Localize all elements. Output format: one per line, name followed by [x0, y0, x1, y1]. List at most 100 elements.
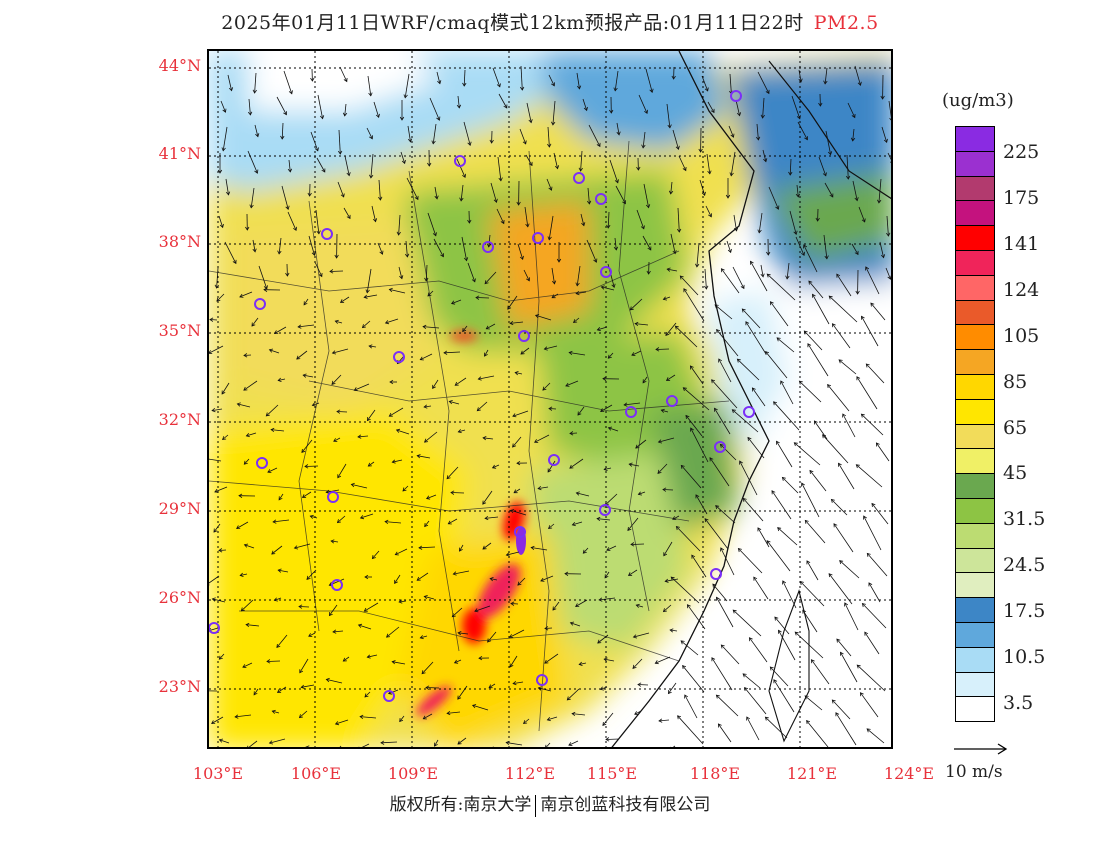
wind-arrow-head — [552, 606, 557, 611]
wind-arrow — [770, 301, 789, 327]
wind-arrow-head — [778, 629, 782, 634]
wind-arrow-head — [727, 248, 732, 254]
wind-arrow-head — [804, 519, 809, 524]
wind-arrow — [531, 547, 548, 551]
wind-arrow-head — [725, 194, 731, 199]
wind-arrow-head — [840, 651, 844, 656]
wind-arrow-head — [505, 552, 510, 557]
wind-arrow — [842, 413, 856, 438]
wind-arrow-head — [632, 664, 637, 669]
wind-arrow-head — [836, 638, 841, 643]
wind-arrow-head — [453, 659, 459, 664]
wind-arrow — [492, 464, 500, 469]
wind-arrow-head — [467, 141, 472, 146]
city-marker — [710, 568, 722, 580]
color-scale-bin — [956, 374, 994, 400]
wind-arrow-head — [718, 358, 723, 363]
wind-arrow — [337, 515, 346, 523]
wind-arrow — [811, 659, 830, 685]
wind-arrow-head — [509, 663, 514, 668]
city-marker — [625, 406, 637, 418]
wind-arrow — [804, 695, 823, 711]
wind-arrow-head — [337, 150, 343, 155]
wind-arrow-head — [634, 321, 639, 327]
wind-arrow — [443, 351, 461, 354]
wind-arrow — [366, 127, 373, 139]
wind-arrow — [526, 102, 532, 123]
color-scale-bin — [956, 325, 994, 351]
wind-arrow — [771, 490, 792, 520]
wind-arrow — [216, 293, 225, 302]
wind-arrow-head — [544, 626, 549, 631]
wind-arrow — [728, 125, 734, 138]
wind-reference-arrow — [954, 743, 1008, 755]
wind-arrow — [427, 212, 437, 236]
wind-arrow-head — [266, 659, 271, 664]
wind-arrow — [274, 597, 282, 601]
wind-arrow-head — [667, 124, 672, 129]
wind-arrow-head — [745, 321, 750, 326]
wind-arrow — [747, 437, 765, 459]
wind-arrow-head — [443, 350, 448, 355]
wind-arrow — [333, 437, 341, 442]
wind-arrow-head — [635, 603, 640, 608]
wind-arrow — [406, 177, 419, 200]
legend-label: 175 — [1003, 187, 1040, 209]
wind-arrow-head — [856, 664, 861, 669]
wind-arrow-head — [543, 346, 548, 351]
wind-arrow-head — [810, 659, 815, 664]
city-marker — [518, 330, 530, 342]
wind-arrow-head — [243, 386, 248, 391]
wind-arrow — [357, 435, 369, 438]
wind-arrow — [235, 714, 252, 718]
wind-arrow-head — [450, 490, 455, 495]
wind-arrow — [420, 635, 428, 639]
wind-arrow — [467, 262, 476, 282]
wind-arrow-head — [401, 159, 406, 165]
wind-arrow-head — [287, 168, 293, 173]
legend-label: 105 — [1003, 325, 1040, 347]
wind-arrow — [306, 569, 317, 580]
wind-arrow-head — [766, 251, 771, 256]
wind-arrow-head — [446, 475, 451, 480]
wind-arrow-head — [389, 379, 394, 385]
wind-arrow — [828, 573, 853, 605]
wind-arrow-head — [575, 290, 580, 296]
wind-arrow-head — [451, 613, 456, 618]
wind-arrow — [704, 518, 729, 550]
wind-arrow-head — [218, 738, 224, 743]
wind-arrow-head — [372, 218, 378, 223]
wind-arrow-head — [833, 523, 838, 528]
wind-arrow — [632, 658, 643, 669]
wind-arrow-head — [636, 166, 641, 171]
legend-label: 225 — [1003, 141, 1040, 163]
wind-arrow — [246, 624, 260, 627]
wind-arrow-head — [578, 167, 583, 172]
wind-arrow — [519, 128, 527, 145]
wind-arrow — [399, 600, 407, 603]
wind-arrow — [271, 429, 285, 432]
wind-arrow — [856, 376, 878, 410]
wind-arrow — [523, 269, 530, 281]
wind-arrow — [358, 624, 372, 630]
wind-arrow — [628, 569, 638, 576]
wind-arrow-head — [780, 380, 785, 385]
wind-arrow-head — [484, 515, 489, 521]
wind-arrow-head — [491, 464, 497, 469]
wind-arrow-head — [288, 90, 293, 95]
wind-arrow — [457, 737, 467, 745]
wind-arrow-head — [482, 436, 487, 441]
legend-label: 124 — [1003, 279, 1040, 301]
wind-arrow — [308, 632, 316, 637]
wind-arrow-head — [773, 679, 778, 684]
wind-arrow — [337, 463, 347, 478]
wind-arrow-head — [350, 482, 355, 488]
wind-vectors — [209, 65, 891, 747]
wind-arrow-head — [456, 104, 462, 109]
wind-arrow — [655, 348, 670, 350]
wind-arrow — [789, 210, 797, 235]
wind-arrow — [364, 294, 378, 298]
wind-arrow-head — [729, 172, 734, 177]
wind-arrow — [240, 573, 248, 576]
wind-arrow — [658, 719, 670, 722]
